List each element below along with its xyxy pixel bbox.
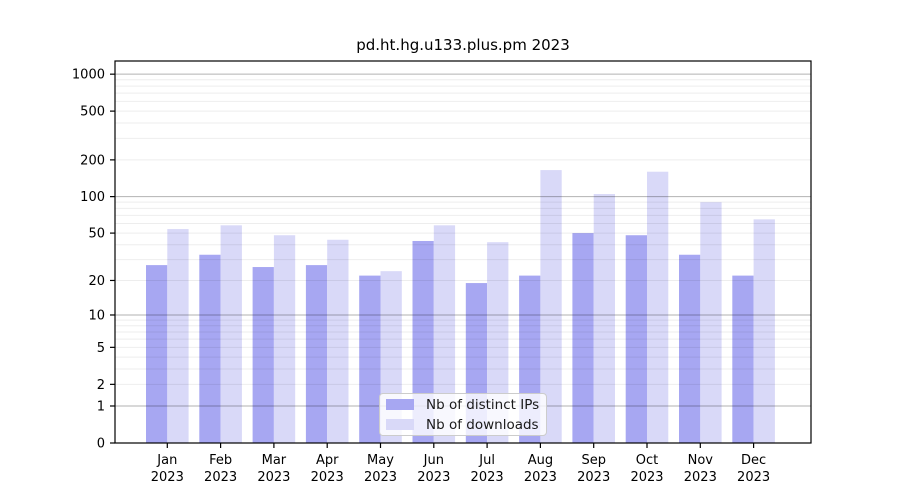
x-tick-label-aug: Aug [528, 453, 553, 468]
legend-swatch-downloads [386, 419, 414, 430]
x-tick-year-apr: 2023 [311, 470, 344, 485]
bar-distinct-ips-oct [625, 235, 647, 443]
x-tick-year-jul: 2023 [471, 470, 504, 485]
legend-swatch-distinct-ips [386, 399, 414, 410]
y-tick-label-20: 20 [88, 274, 105, 289]
bar-downloads-jul [487, 242, 509, 443]
y-tick-label-50: 50 [88, 227, 105, 242]
bar-downloads-jan [167, 229, 189, 443]
x-tick-year-oct: 2023 [630, 470, 663, 485]
bar-distinct-ips-mar [252, 267, 274, 443]
x-tick-label-may: May [367, 453, 394, 468]
bar-downloads-dec [753, 219, 775, 443]
y-tick-label-500: 500 [80, 105, 105, 120]
x-tick-label-jul: Jul [478, 453, 495, 468]
x-tick-year-feb: 2023 [204, 470, 237, 485]
x-tick-year-jan: 2023 [151, 470, 184, 485]
x-tick-label-jan: Jan [156, 453, 177, 468]
bar-distinct-ips-apr [305, 265, 328, 443]
x-tick-year-dec: 2023 [737, 470, 770, 485]
bar-downloads-oct [647, 171, 669, 443]
bar-distinct-ips-feb [199, 254, 221, 443]
x-tick-label-sep: Sep [581, 453, 606, 468]
bar-downloads-jun [433, 225, 456, 443]
x-tick-year-jun: 2023 [417, 470, 450, 485]
x-tick-label-oct: Oct [636, 453, 658, 468]
x-tick-year-sep: 2023 [577, 470, 610, 485]
bar-downloads-sep [593, 194, 615, 443]
bar-distinct-ips-may [359, 275, 381, 443]
bar-distinct-ips-jan [146, 265, 168, 443]
legend-label-distinct-ips: Nb of distinct IPs [426, 396, 540, 413]
bar-downloads-aug [540, 170, 562, 444]
bar-downloads-mar [273, 235, 296, 443]
legend-row-downloads: Nb of downloads [386, 416, 540, 433]
bar-distinct-ips-sep [572, 233, 594, 443]
y-tick-label-2: 2 [97, 378, 105, 393]
x-tick-year-mar: 2023 [257, 470, 290, 485]
bar-downloads-feb [220, 225, 242, 443]
bar-downloads-apr [327, 239, 349, 443]
chart-title: pd.ht.hg.u133.plus.pm 2023 [356, 36, 570, 54]
y-tick-label-200: 200 [80, 153, 105, 168]
x-tick-label-nov: Nov [688, 453, 714, 468]
bar-downloads-nov [700, 202, 722, 443]
bar-distinct-ips-dec [732, 275, 754, 443]
x-tick-label-mar: Mar [262, 453, 287, 468]
y-tick-label-1000: 1000 [72, 68, 105, 83]
y-tick-label-10: 10 [88, 308, 105, 323]
x-tick-year-nov: 2023 [684, 470, 717, 485]
y-tick-label-100: 100 [80, 190, 105, 205]
x-tick-year-may: 2023 [364, 470, 397, 485]
x-tick-label-jun: Jun [423, 453, 444, 468]
plot-spines [114, 60, 812, 444]
bar-distinct-ips-jun [412, 240, 434, 443]
y-tick-label-1: 1 [97, 399, 105, 414]
x-tick-year-aug: 2023 [524, 470, 557, 485]
x-tick-label-dec: Dec [741, 453, 766, 468]
bar-distinct-ips-nov [679, 254, 701, 443]
y-tick-label-5: 5 [97, 341, 105, 356]
legend-label-downloads: Nb of downloads [426, 416, 539, 433]
y-tick-label-0: 0 [97, 437, 105, 452]
x-tick-label-apr: Apr [316, 453, 339, 468]
x-tick-label-feb: Feb [209, 453, 232, 468]
chart-legend: Nb of distinct IPs Nb of downloads [379, 393, 547, 436]
legend-row-distinct-ips: Nb of distinct IPs [386, 396, 540, 413]
